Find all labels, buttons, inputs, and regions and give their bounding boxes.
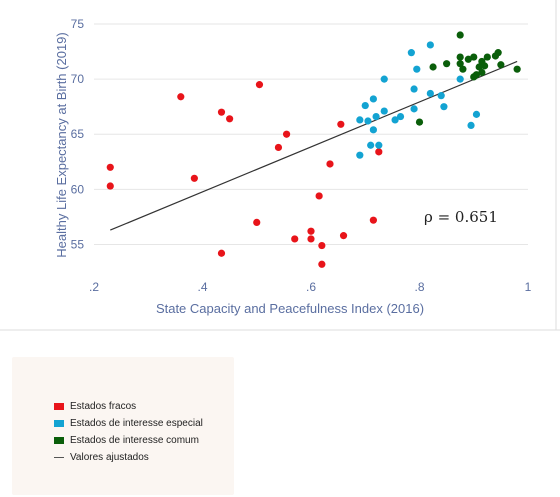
legend-item-fitted-values: Valores ajustados xyxy=(54,450,149,464)
point-series-0 xyxy=(375,148,383,156)
point-series-0 xyxy=(318,241,326,250)
point-series-1 xyxy=(369,126,377,134)
fit-line-group xyxy=(110,60,518,231)
point-series-0 xyxy=(337,120,345,128)
y-tick-label: 70 xyxy=(71,72,85,86)
point-series-2 xyxy=(481,62,489,70)
point-series-2 xyxy=(415,118,424,126)
legend-item-weak-states: Estados fracos xyxy=(54,399,136,413)
point-series-1 xyxy=(361,101,369,110)
point-series-0 xyxy=(307,227,315,235)
point-series-2 xyxy=(470,53,478,61)
y-tick-label: 60 xyxy=(71,182,85,196)
point-series-2 xyxy=(456,53,464,61)
y-tick-label: 65 xyxy=(71,127,85,141)
legend-label: Estados de interesse especial xyxy=(70,417,203,429)
fit-line xyxy=(110,60,518,231)
point-series-0 xyxy=(291,235,299,243)
point-series-0 xyxy=(226,115,234,123)
point-series-0 xyxy=(106,182,114,190)
point-series-2 xyxy=(472,71,481,79)
y-tick-label: 75 xyxy=(71,17,85,31)
point-series-0 xyxy=(217,108,226,116)
x-tick-label: .6 xyxy=(306,280,316,294)
point-series-1 xyxy=(440,103,448,111)
legend-swatch-blue xyxy=(54,419,64,427)
point-series-2 xyxy=(456,31,464,39)
point-series-1 xyxy=(375,141,383,149)
point-series-0 xyxy=(326,160,334,168)
point-series-1 xyxy=(413,65,421,73)
point-series-2 xyxy=(429,63,437,71)
point-series-1 xyxy=(472,110,481,118)
point-series-0 xyxy=(253,218,261,226)
point-series-1 xyxy=(391,116,399,124)
point-series-0 xyxy=(339,232,348,240)
legend-item-common-interest: Estados de interesse comum xyxy=(54,433,199,447)
point-series-1 xyxy=(407,49,415,57)
point-series-2 xyxy=(443,60,451,68)
point-series-0 xyxy=(217,249,226,257)
point-series-2 xyxy=(494,49,502,57)
legend-item-special-interest: Estados de interesse especial xyxy=(54,416,203,430)
x-tick-label: 1 xyxy=(525,280,532,294)
x-tick-label: .8 xyxy=(414,280,424,294)
point-series-2 xyxy=(459,65,467,73)
point-series-0 xyxy=(318,260,326,268)
point-series-1 xyxy=(426,41,434,49)
point-series-1 xyxy=(437,92,445,100)
point-series-0 xyxy=(369,216,377,224)
legend-label: Valores ajustados xyxy=(70,451,149,463)
y-axis-label: Healthy Life Expectancy at Birth (2019) xyxy=(54,32,69,257)
correlation-annotation: ρ = 0.651 xyxy=(424,208,498,226)
point-series-1 xyxy=(410,85,418,93)
point-series-1 xyxy=(396,112,405,121)
x-axis-label: State Capacity and Peacefulness Index (2… xyxy=(156,301,424,316)
point-series-1 xyxy=(456,75,464,83)
point-series-1 xyxy=(369,95,377,103)
point-series-1 xyxy=(380,75,388,83)
point-series-2 xyxy=(464,55,472,63)
point-series-1 xyxy=(426,89,434,98)
point-series-1 xyxy=(372,112,380,121)
point-series-0 xyxy=(190,174,198,182)
point-series-1 xyxy=(467,121,475,130)
data-points xyxy=(106,31,521,268)
point-series-0 xyxy=(307,235,315,243)
point-series-2 xyxy=(475,63,483,71)
gridlines xyxy=(94,23,528,245)
tick-labels: 55 60 65 70 75 .2 .4 .6 .8 1 xyxy=(71,17,532,294)
point-series-2 xyxy=(513,65,521,73)
point-series-1 xyxy=(410,105,418,113)
point-series-1 xyxy=(364,117,372,125)
legend-line-gray xyxy=(54,456,64,458)
point-series-0 xyxy=(274,143,283,152)
point-series-1 xyxy=(367,141,375,149)
point-series-1 xyxy=(380,107,388,115)
point-series-0 xyxy=(177,93,185,101)
point-series-0 xyxy=(315,192,323,200)
x-tick-label: .4 xyxy=(197,280,207,294)
point-series-2 xyxy=(456,60,464,68)
point-series-0 xyxy=(255,81,264,89)
x-tick-label: .2 xyxy=(89,280,99,294)
legend-label: Estados de interesse comum xyxy=(70,434,199,446)
point-series-2 xyxy=(483,53,491,61)
point-series-0 xyxy=(282,130,291,138)
point-series-1 xyxy=(356,151,364,159)
y-tick-label: 55 xyxy=(71,237,85,251)
legend-swatch-red xyxy=(54,402,64,410)
legend: Estados fracos Estados de interesse espe… xyxy=(12,357,234,495)
point-series-2 xyxy=(497,61,505,69)
legend-label: Estados fracos xyxy=(70,400,137,412)
point-series-0 xyxy=(106,163,114,171)
point-series-1 xyxy=(356,116,364,124)
legend-swatch-green xyxy=(54,436,64,444)
point-series-2 xyxy=(478,68,486,77)
